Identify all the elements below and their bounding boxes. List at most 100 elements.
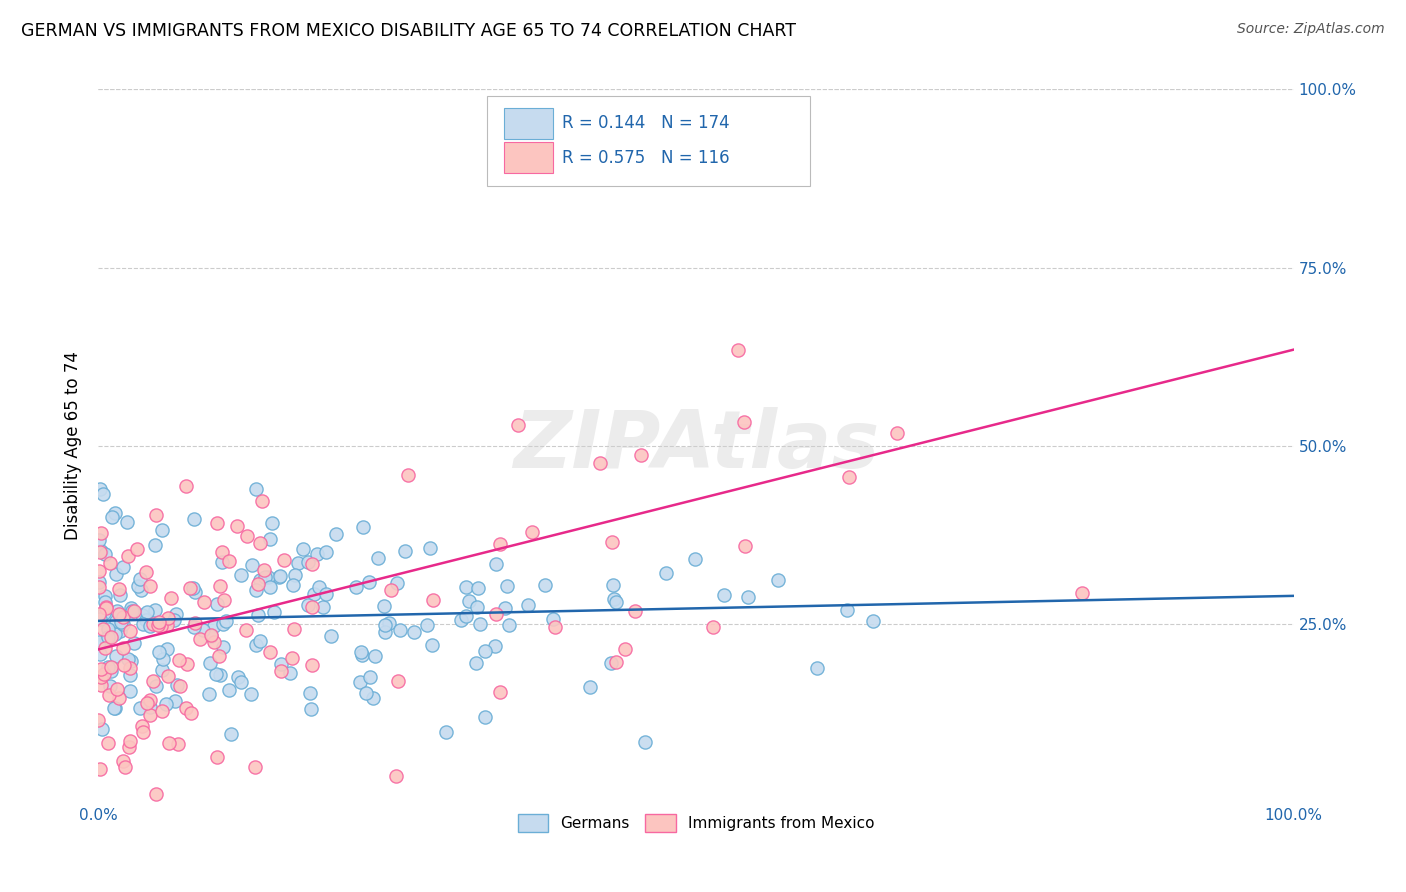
Point xyxy=(467,581,489,595)
Point xyxy=(249,573,271,587)
Point xyxy=(737,590,759,604)
Point xyxy=(193,594,215,608)
Point xyxy=(167,653,190,667)
Point xyxy=(387,674,409,689)
Point xyxy=(494,600,516,615)
Point xyxy=(112,641,135,656)
Text: GERMAN VS IMMIGRANTS FROM MEXICO DISABILITY AGE 65 TO 74 CORRELATION CHART: GERMAN VS IMMIGRANTS FROM MEXICO DISABIL… xyxy=(21,22,796,40)
Point xyxy=(105,567,128,582)
Point xyxy=(87,634,110,648)
Point xyxy=(270,665,292,679)
Point xyxy=(104,701,127,715)
Point xyxy=(363,648,385,663)
Point xyxy=(98,556,121,570)
Point xyxy=(176,657,198,671)
Point xyxy=(245,638,267,652)
Point xyxy=(269,570,291,584)
Point xyxy=(806,661,828,675)
Point xyxy=(129,572,152,586)
Point xyxy=(350,648,373,663)
Point xyxy=(450,613,472,627)
Point xyxy=(124,636,146,650)
Point xyxy=(150,663,173,677)
Point xyxy=(299,701,322,715)
Point xyxy=(145,679,167,693)
Point xyxy=(156,641,179,656)
Point xyxy=(157,669,180,683)
Point xyxy=(298,685,321,699)
Point xyxy=(136,696,159,710)
Point xyxy=(152,652,174,666)
Y-axis label: Disability Age 65 to 74: Disability Age 65 to 74 xyxy=(65,351,83,541)
Point xyxy=(468,617,491,632)
Point xyxy=(183,511,205,525)
Point xyxy=(465,599,488,614)
Point xyxy=(374,625,396,640)
Point xyxy=(457,594,479,608)
Point xyxy=(304,587,326,601)
Point xyxy=(534,578,557,592)
Point xyxy=(259,532,281,546)
Point xyxy=(202,619,225,633)
FancyBboxPatch shape xyxy=(503,108,553,139)
Point xyxy=(97,736,120,750)
Point xyxy=(218,682,240,697)
Point xyxy=(211,545,233,559)
Point xyxy=(104,506,127,520)
Point xyxy=(235,624,257,638)
Point xyxy=(541,612,564,626)
Point xyxy=(97,622,120,636)
Point xyxy=(108,690,131,705)
Point xyxy=(94,590,117,604)
Point xyxy=(633,735,655,749)
Point xyxy=(419,541,441,556)
Point xyxy=(215,614,238,628)
Point xyxy=(283,622,305,636)
Text: R = 0.144   N = 174: R = 0.144 N = 174 xyxy=(562,114,730,132)
Point xyxy=(589,456,612,470)
Point xyxy=(325,526,347,541)
Text: Source: ZipAtlas.com: Source: ZipAtlas.com xyxy=(1237,22,1385,37)
Point xyxy=(246,608,269,623)
Point xyxy=(180,706,202,721)
Point xyxy=(208,579,231,593)
Point xyxy=(465,656,488,670)
Point xyxy=(166,678,188,692)
Point xyxy=(145,508,167,522)
Point xyxy=(143,603,166,617)
Point xyxy=(139,707,162,722)
Point xyxy=(506,417,529,432)
Point xyxy=(121,604,143,618)
Point xyxy=(249,633,271,648)
Point xyxy=(127,542,149,557)
Point xyxy=(301,558,323,572)
Point xyxy=(149,619,172,633)
Point xyxy=(87,714,110,728)
Point xyxy=(270,657,292,671)
Point xyxy=(93,487,115,501)
Point xyxy=(578,680,600,694)
Point xyxy=(157,736,180,750)
Point xyxy=(100,664,122,678)
Point xyxy=(100,660,122,674)
Point xyxy=(112,658,135,673)
Point xyxy=(311,600,333,615)
Point xyxy=(734,539,756,553)
Point xyxy=(359,574,381,589)
Point xyxy=(97,631,120,645)
Point xyxy=(132,725,155,739)
Point xyxy=(605,655,627,669)
Point xyxy=(630,448,652,462)
Point xyxy=(205,750,228,764)
Point xyxy=(183,620,205,634)
Point xyxy=(485,557,508,571)
Point xyxy=(108,624,131,638)
Point xyxy=(207,597,229,611)
Point xyxy=(139,693,162,707)
Point xyxy=(90,544,112,558)
Point xyxy=(516,598,538,612)
Point xyxy=(169,679,191,693)
Point xyxy=(212,593,235,607)
Point xyxy=(683,552,706,566)
Point xyxy=(120,683,142,698)
